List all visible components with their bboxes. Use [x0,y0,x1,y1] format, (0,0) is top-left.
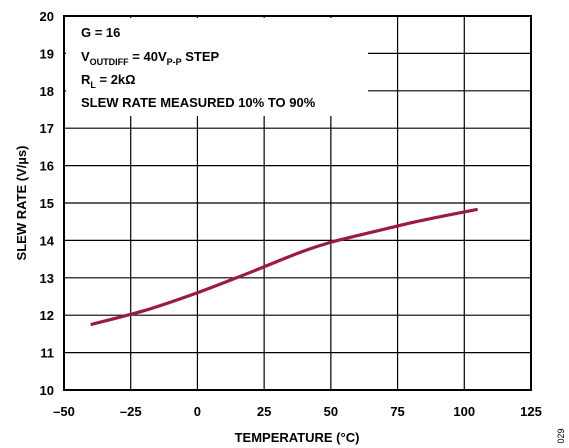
x-tick-label: 75 [390,404,404,419]
x-tick-label: 25 [257,404,271,419]
x-tick-label: 50 [324,404,338,419]
y-tick-label: 15 [40,196,54,211]
x-tick-label: 100 [453,404,475,419]
annotation-background [66,18,368,116]
y-tick-label: 13 [40,271,54,286]
y-tick-label: 20 [40,9,54,24]
y-tick-label: 17 [40,121,54,136]
x-axis-label: TEMPERATURE (°C) [235,430,360,445]
annotation-measurement: SLEW RATE MEASURED 10% TO 90% [81,95,316,110]
series-layer [90,207,478,327]
y-tick-label: 19 [40,46,54,61]
annotation-output-step: VOUTDIFF = 40VP-P STEP [81,49,220,67]
x-tick-label: 0 [194,404,201,419]
y-tick-label: 14 [40,233,55,248]
annotation-gain: G = 16 [81,25,120,40]
series-line [90,207,478,327]
y-tick-labels: 10 11 12 13 14 15 16 17 18 19 20 [40,9,55,398]
x-tick-label: –25 [120,404,142,419]
y-tick-label: 18 [40,84,54,99]
y-tick-label: 16 [40,159,54,174]
plot-frame [63,15,532,391]
figure-id: 029 [556,428,566,443]
x-tick-label: 125 [520,404,542,419]
x-tick-labels: –50 –25 0 25 50 75 100 125 [53,404,542,419]
y-tick-label: 10 [40,383,54,398]
annotation-box: G = 16 VOUTDIFF = 40VP-P STEP RL = 2kΩ S… [66,18,368,116]
y-tick-label: 12 [40,308,54,323]
annotation-load: RL = 2kΩ [81,72,136,90]
y-axis-label: SLEW RATE (V/µs) [14,146,29,261]
y-tick-label: 11 [40,346,54,361]
x-tick-label: –50 [53,404,75,419]
